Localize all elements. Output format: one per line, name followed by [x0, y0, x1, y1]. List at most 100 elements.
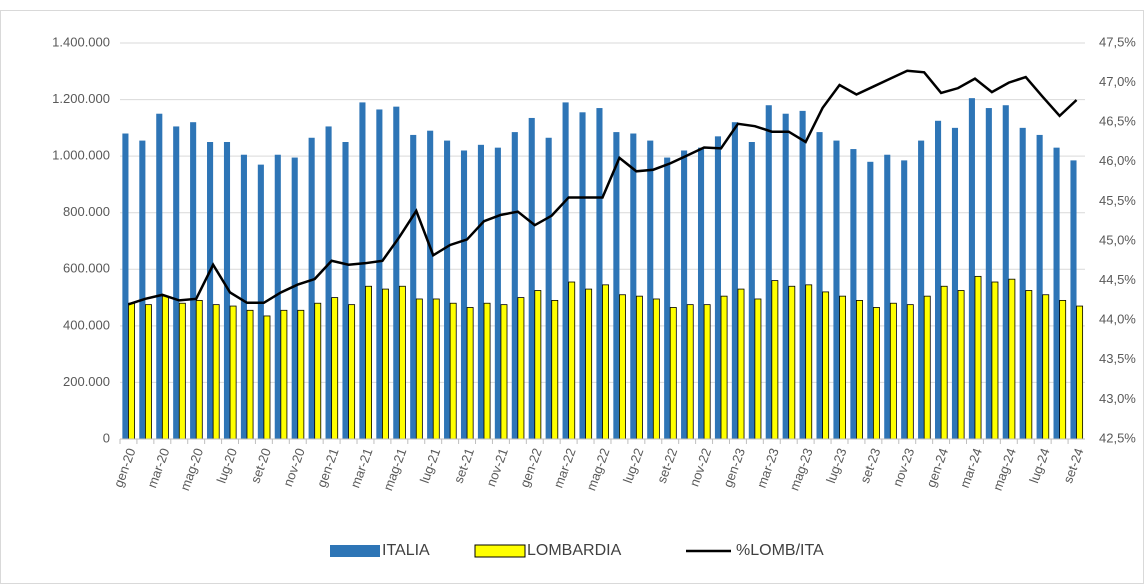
bar: [427, 130, 434, 439]
bar: [884, 154, 891, 439]
bar: [359, 102, 366, 440]
bar: [901, 160, 908, 439]
bar: [731, 122, 738, 439]
bar: [799, 110, 806, 439]
y2-tick-label: 44,5%: [1099, 272, 1136, 287]
bar: [348, 304, 356, 440]
bar: [325, 126, 332, 439]
bar: [1076, 305, 1084, 440]
line: [128, 69, 1078, 306]
bar: [822, 291, 830, 440]
bar: [765, 105, 772, 439]
bar: [1019, 127, 1026, 439]
bar: [562, 102, 569, 440]
bar: [630, 133, 637, 439]
bar: [511, 132, 518, 439]
bar: [144, 304, 152, 440]
bar: [190, 122, 197, 439]
legend-swatch: [330, 545, 380, 557]
bar: [331, 297, 339, 440]
bar: [1053, 147, 1060, 439]
bar: [161, 295, 169, 440]
bar: [432, 298, 440, 440]
y2-tick-label: 43,5%: [1099, 351, 1136, 366]
bar: [291, 157, 298, 440]
bar: [551, 299, 559, 440]
bar: [1008, 278, 1016, 440]
bar: [212, 304, 220, 440]
bar: [596, 108, 603, 440]
bar: [229, 305, 237, 440]
bar: [534, 290, 542, 440]
bar: [850, 149, 857, 440]
legend-label: ITALIA: [382, 542, 430, 559]
legend-swatch: [474, 544, 526, 558]
bar: [122, 133, 129, 439]
bar: [974, 275, 982, 440]
bar: [703, 304, 711, 440]
y-tick-label: 400.000: [63, 317, 110, 332]
bar: [382, 288, 389, 440]
bar: [816, 132, 823, 439]
bar: [528, 117, 535, 439]
bar: [223, 142, 231, 439]
bar: [1002, 105, 1009, 439]
bar: [308, 137, 315, 439]
bar: [365, 285, 372, 440]
y-tick-label: 1.400.000: [52, 34, 110, 49]
bar: [714, 136, 722, 440]
bar: [585, 288, 593, 440]
bar: [805, 284, 813, 440]
bar: [771, 280, 779, 440]
bar: [602, 284, 609, 440]
legend-label: LOMBARDIA: [527, 542, 622, 559]
bar: [957, 290, 965, 440]
bar: [935, 120, 942, 440]
bar: [985, 108, 992, 440]
bar: [669, 307, 677, 440]
bar: [415, 298, 423, 440]
bar: [619, 294, 626, 440]
bar: [240, 154, 247, 439]
bar: [280, 309, 288, 440]
bar: [314, 302, 322, 440]
bar: [398, 285, 406, 440]
bar: [839, 295, 847, 440]
bar: [991, 281, 999, 440]
bar: [568, 281, 576, 440]
bar: [1059, 299, 1067, 440]
bar: [477, 144, 484, 440]
bar: [128, 302, 135, 440]
bar: [754, 298, 762, 440]
bar: [951, 127, 959, 439]
y2-tick-label: 45,5%: [1099, 193, 1136, 208]
bar: [1042, 294, 1050, 440]
bar: [263, 315, 271, 440]
bar: [173, 126, 180, 439]
bar: [500, 304, 508, 440]
bar: [274, 154, 281, 439]
legend-label: %LOMB/ITA: [736, 542, 824, 559]
bar: [517, 297, 525, 440]
y2-tick-label: 47,0%: [1099, 74, 1136, 89]
bar: [788, 285, 796, 440]
bar: [833, 140, 840, 440]
y-tick-label: 800.000: [63, 204, 110, 219]
bar: [635, 295, 643, 440]
bar: [483, 302, 491, 440]
bar: [647, 140, 654, 440]
y2-tick-label: 46,0%: [1099, 153, 1136, 168]
bar: [697, 147, 705, 439]
y2-tick-label: 43,0%: [1099, 391, 1136, 406]
bar: [968, 98, 975, 440]
bar: [444, 140, 451, 440]
bar: [906, 304, 914, 440]
bar: [1025, 290, 1033, 440]
bar: [664, 157, 671, 440]
bar: [494, 147, 501, 439]
bar: [923, 295, 931, 440]
bar: [460, 150, 468, 439]
bar: [342, 142, 349, 439]
bar: [748, 142, 755, 439]
y-tick-label: 1.000.000: [52, 148, 110, 163]
